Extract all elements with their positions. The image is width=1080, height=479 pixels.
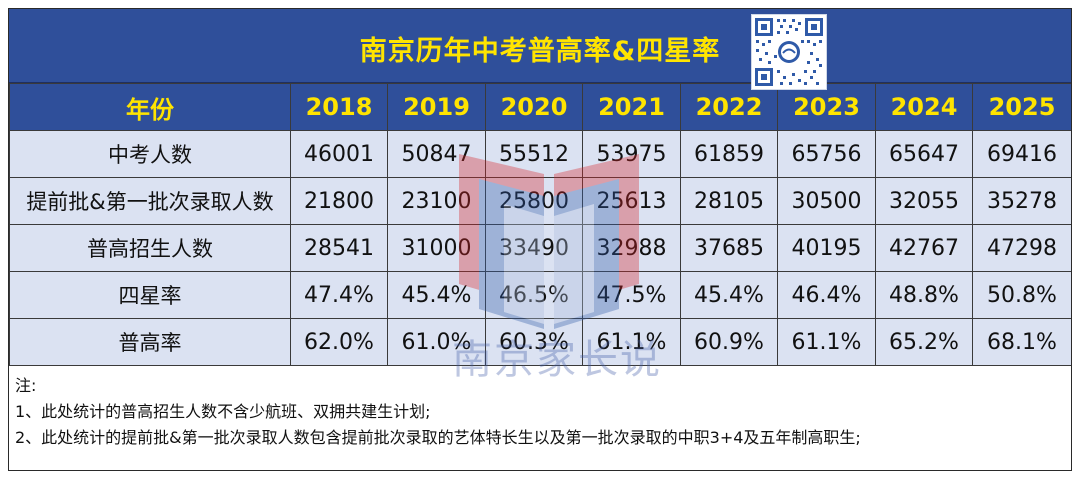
table-cell: 61859 [680,130,778,178]
table-cell: 68.1% [972,318,1071,366]
table-cell: 53975 [582,130,681,178]
table-row: 普高率 62.0% 61.0% 60.3% 61.1% 60.9% 61.1% … [9,318,1071,366]
table-cell: 60.3% [485,318,583,366]
table-row: 四星率 47.4% 45.4% 46.5% 47.5% 45.4% 46.4% … [9,271,1071,319]
row-label: 四星率 [9,271,291,319]
table-cell: 46.4% [777,271,876,319]
header-row: 年份 2018 2019 2020 2021 2022 2023 2024 20… [9,83,1071,131]
table-row: 普高招生人数 28541 31000 33490 32988 37685 401… [9,224,1071,272]
notes-title: 注: [15,376,37,395]
table-cell: 25800 [485,177,583,225]
note-line: 2、此处统计的提前批&第一批次录取人数包含提前批次录取的艺体特长生以及第一批次录… [15,428,861,447]
table-cell: 45.4% [387,271,486,319]
table-cell: 23100 [387,177,486,225]
column-header-year: 2025 [972,83,1071,131]
table-cell: 65647 [875,130,973,178]
table-cell: 21800 [290,177,388,225]
stats-table: 年份 2018 2019 2020 2021 2022 2023 2024 20… [9,83,1071,366]
column-header-year: 2022 [680,83,778,131]
table-cell: 48.8% [875,271,973,319]
table-cell: 47298 [972,224,1071,272]
table-cell: 50.8% [972,271,1071,319]
table-cell: 28105 [680,177,778,225]
footnotes: 注: 1、此处统计的普高招生人数不含少航班、双拥共建生计划; 2、此处统计的提前… [9,365,1071,470]
row-label: 普高率 [9,318,291,366]
table-cell: 32988 [582,224,681,272]
table-cell: 35278 [972,177,1071,225]
row-label: 提前批&第一批次录取人数 [9,177,291,225]
row-label: 中考人数 [9,130,291,178]
qr-code-icon[interactable] [751,14,827,90]
row-label: 普高招生人数 [9,224,291,272]
note-line: 1、此处统计的普高招生人数不含少航班、双拥共建生计划; [15,402,431,421]
table-cell: 28541 [290,224,388,272]
table-cell: 69416 [972,130,1071,178]
data-table-card: 南京历年中考普高率&四星率 [8,8,1072,471]
table-cell: 61.1% [582,318,681,366]
column-header-year: 2020 [485,83,583,131]
table-cell: 45.4% [680,271,778,319]
table-cell: 61.1% [777,318,876,366]
title-bar: 南京历年中考普高率&四星率 [9,9,1071,83]
column-header-year: 2018 [290,83,388,131]
table-cell: 55512 [485,130,583,178]
table-cell: 42767 [875,224,973,272]
table-cell: 30500 [777,177,876,225]
table-row: 提前批&第一批次录取人数 21800 23100 25800 25613 281… [9,177,1071,225]
table-cell: 32055 [875,177,973,225]
table-cell: 65.2% [875,318,973,366]
table-cell: 40195 [777,224,876,272]
table-cell: 47.4% [290,271,388,319]
table-cell: 62.0% [290,318,388,366]
table-row: 中考人数 46001 50847 55512 53975 61859 65756… [9,130,1071,178]
table-cell: 33490 [485,224,583,272]
table-cell: 50847 [387,130,486,178]
table-cell: 60.9% [680,318,778,366]
table-cell: 46001 [290,130,388,178]
column-header-year: 2024 [875,83,973,131]
table-cell: 46.5% [485,271,583,319]
column-header-year: 2019 [387,83,486,131]
table-cell: 47.5% [582,271,681,319]
table-cell: 37685 [680,224,778,272]
column-header-year: 2021 [582,83,681,131]
page-title: 南京历年中考普高率&四星率 [359,36,721,67]
table-cell: 61.0% [387,318,486,366]
table-cell: 31000 [387,224,486,272]
table-cell: 25613 [582,177,681,225]
table-cell: 65756 [777,130,876,178]
column-header-year-label: 年份 [9,83,291,131]
